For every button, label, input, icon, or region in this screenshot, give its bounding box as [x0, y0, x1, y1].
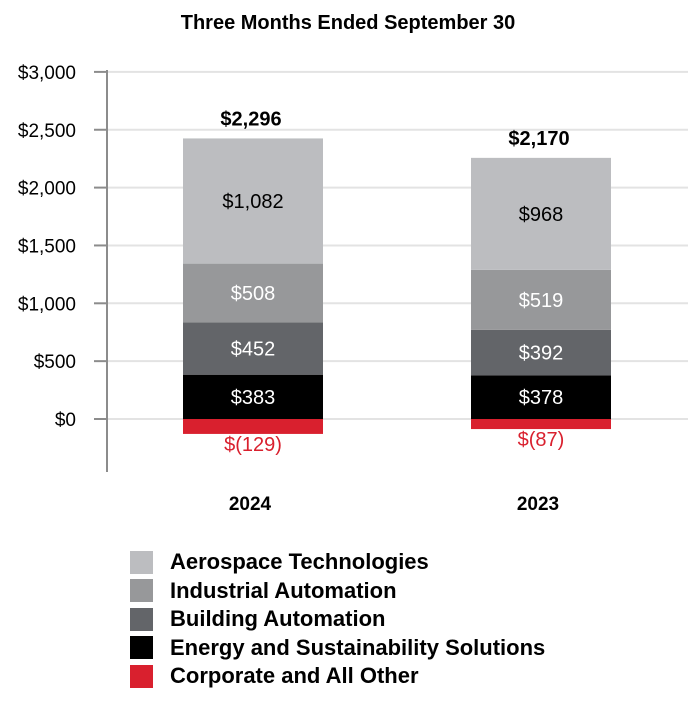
legend-label: Aerospace Technologies [170, 549, 429, 574]
bar-segment-aerospace-technologies-2024 [183, 138, 323, 264]
y-axis: $0 $500 $1,000 $1,500 $2,000 $2,500 $3,000 [18, 63, 108, 472]
total-label-2023: $2,170 [508, 128, 569, 150]
legend-item-building-automation: Building Automation [130, 605, 650, 633]
y-tick-label: $3,000 [18, 63, 76, 84]
bars [183, 138, 611, 434]
chart-title: Three Months Ended September 30 [181, 12, 516, 34]
data-label-energy-and-sustainability-solutions-2024: $383 [231, 387, 276, 409]
data-label-energy-and-sustainability-solutions-2023: $378 [519, 387, 564, 409]
y-tick-label: $1,000 [18, 294, 76, 315]
legend-swatch-energy-and-sustainability-solutions [130, 636, 153, 659]
legend-item-industrial-automation: Industrial Automation [130, 577, 650, 605]
data-label-aerospace-technologies-2024: $1,082 [222, 191, 283, 213]
legend-swatch-building-automation [130, 607, 153, 631]
data-label-industrial-automation-2024: $508 [231, 283, 276, 305]
stacked-bar-chart: $0 $500 $1,000 $1,500 $2,000 $2,500 $3,000 $(1… [18, 12, 688, 515]
total-label-2024: $2,296 [220, 108, 281, 130]
y-tick-label: $2,000 [18, 179, 76, 200]
legend-label: Corporate and All Other [170, 663, 419, 688]
legend-label: Energy and Sustainability Solutions [170, 634, 546, 660]
chart-legend: Aerospace Technologies Industrial Automat… [130, 548, 650, 691]
bar-segment-industrial-automation-2023 [471, 269, 611, 330]
data-label-industrial-automation-2023: $519 [519, 290, 564, 312]
y-tick-label: $1,500 [18, 236, 76, 257]
legend-swatch-corporate-and-all-other [130, 664, 153, 688]
data-labels: $(129) $383 $452 $508 $1,082 $2,296 2024 $(87) $… [220, 108, 569, 515]
bar-segment-building-automation-2024 [183, 322, 323, 375]
legend-label: Industrial Automation [170, 577, 397, 603]
legend-item-aerospace-technologies: Aerospace Technologies [130, 548, 650, 576]
bar-segment-energy-and-sustainability-solutions-2024 [183, 374, 323, 419]
legend-item-energy-and-sustainability-solutions: Energy and Sustainability Solutions [130, 634, 650, 662]
bar-segment-aerospace-technologies-2023 [471, 157, 611, 270]
bar-segment-corporate-and-all-other-2024 [183, 419, 323, 434]
y-tick-label: $500 [34, 352, 76, 373]
data-label-aerospace-technologies-2023: $968 [519, 204, 564, 226]
x-category-label-2023: 2023 [517, 494, 559, 515]
bar-segment-industrial-automation-2024 [183, 263, 323, 323]
legend-label: Building Automation [170, 606, 386, 631]
bar-segment-corporate-and-all-other-2023 [471, 419, 611, 430]
bar-segment-building-automation-2023 [471, 329, 611, 376]
data-label-building-automation-2023: $392 [519, 343, 564, 365]
legend-swatch-industrial-automation [130, 579, 153, 602]
y-tick-label: $0 [55, 410, 76, 431]
y-tick-label: $2,500 [18, 121, 76, 142]
legend-item-corporate-and-all-other: Corporate and All Other [130, 662, 650, 690]
data-label-corporate-and-all-other-2024: $(129) [224, 434, 282, 456]
data-label-corporate-and-all-other-2023: $(87) [518, 429, 565, 451]
legend-swatch-aerospace-technologies [130, 550, 153, 574]
bar-segment-energy-and-sustainability-solutions-2023 [471, 375, 611, 419]
data-label-building-automation-2024: $452 [231, 339, 276, 361]
x-category-label-2024: 2024 [229, 494, 272, 515]
